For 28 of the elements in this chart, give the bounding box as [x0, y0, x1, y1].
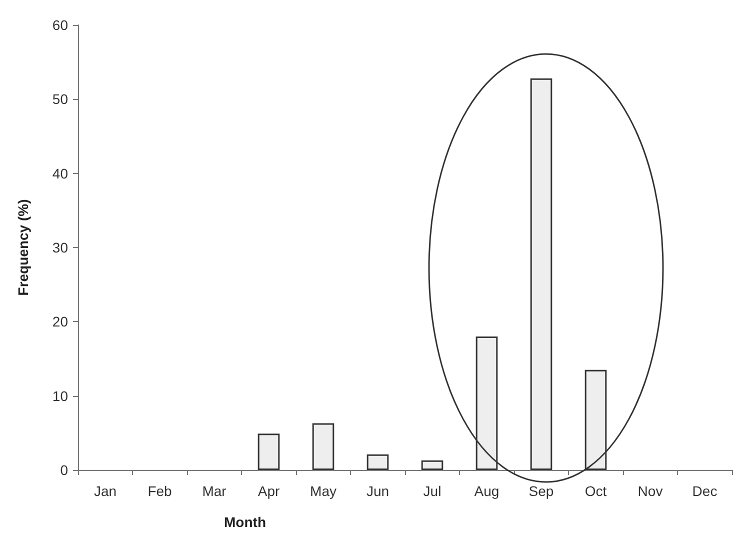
bar	[584, 370, 607, 470]
x-tick-label: Mar	[202, 483, 227, 499]
x-tick-label: Apr	[258, 483, 280, 499]
bar	[421, 460, 444, 470]
x-tick-label: May	[310, 483, 336, 499]
x-tick-label: Jul	[423, 483, 442, 499]
x-tick-label: Nov	[638, 483, 663, 499]
y-tick-label: 30	[52, 240, 68, 256]
x-tick-label: Jun	[366, 483, 390, 499]
bar	[258, 434, 280, 470]
bar	[476, 336, 498, 470]
y-tick-label: 40	[52, 165, 68, 182]
y-tick-label: 50	[52, 91, 68, 108]
y-tick-label: 60	[52, 17, 68, 33]
x-tick-label: Dec	[692, 483, 718, 499]
bar	[312, 423, 334, 470]
x-tick-label: Sep	[528, 483, 554, 499]
bar	[366, 454, 389, 470]
x-tick-label: Aug	[474, 483, 500, 499]
x-tick-label: Feb	[148, 483, 172, 499]
y-axis-title: Frequency (%)	[15, 199, 31, 296]
x-tick-label: Jan	[94, 483, 117, 499]
y-tick-label: 10	[52, 388, 68, 404]
bar	[530, 78, 552, 470]
x-tick-label: Oct	[584, 483, 607, 499]
y-tick-label: 20	[52, 314, 68, 330]
y-tick-label: 0	[60, 462, 68, 478]
x-axis-title: Month	[224, 514, 266, 530]
